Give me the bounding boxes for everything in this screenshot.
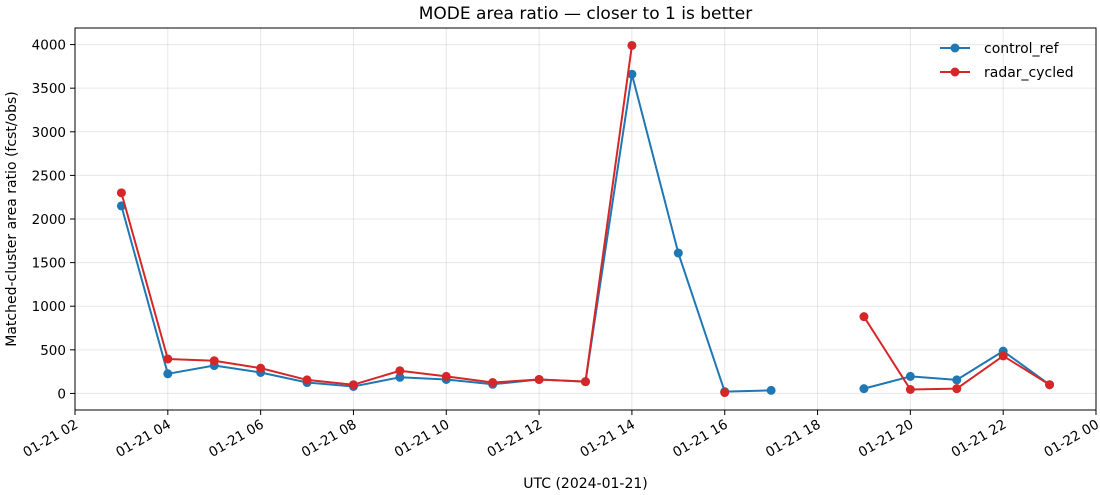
chart-title: MODE area ratio — closer to 1 is better <box>419 4 752 24</box>
y-tick-label: 3500 <box>32 81 66 97</box>
data-point-radar-cycled <box>116 188 126 198</box>
y-tick-label: 1500 <box>32 256 66 272</box>
x-tick-label: 01-21 08 <box>299 417 360 461</box>
data-point-radar-cycled <box>952 384 962 394</box>
data-point-control-ref <box>395 372 405 382</box>
legend-marker-radar-cycled <box>950 67 960 77</box>
legend-label-control-ref: control_ref <box>984 41 1060 57</box>
data-point-control-ref <box>163 369 173 379</box>
data-point-control-ref <box>627 69 637 79</box>
x-tick-label: 01-21 20 <box>856 417 917 461</box>
x-tick-label: 01-21 16 <box>670 417 731 461</box>
series-layer <box>116 40 1055 398</box>
x-tick-label: 01-21 10 <box>392 417 453 461</box>
data-point-control-ref <box>905 371 915 381</box>
data-point-radar-cycled <box>441 371 451 381</box>
legend: control_ref radar_cycled <box>940 41 1074 81</box>
y-axis-label: Matched-cluster area ratio (fcst/obs) <box>4 91 20 347</box>
data-point-control-ref <box>859 384 869 394</box>
data-point-control-ref <box>673 248 683 258</box>
x-tick-label: 01-21 22 <box>949 417 1010 461</box>
x-tick-label: 01-21 14 <box>577 417 638 461</box>
data-point-radar-cycled <box>905 385 915 395</box>
data-point-radar-cycled <box>1045 380 1055 390</box>
legend-label-radar-cycled: radar_cycled <box>984 65 1074 81</box>
y-tick-label: 1000 <box>32 299 66 315</box>
y-axis-ticks: 0 500 1000 1500 2000 2500 3000 3500 4000 <box>32 38 75 402</box>
data-point-radar-cycled <box>395 366 405 376</box>
data-point-control-ref <box>952 375 962 385</box>
data-point-radar-cycled <box>348 380 358 390</box>
x-tick-label: 01-21 12 <box>485 417 546 461</box>
x-tick-label: 01-21 06 <box>206 417 267 461</box>
y-tick-label: 2000 <box>32 212 66 228</box>
x-tick-label: 01-21 04 <box>113 417 174 461</box>
y-tick-label: 4000 <box>32 38 66 54</box>
data-point-radar-cycled <box>720 388 730 398</box>
data-point-radar-cycled <box>256 363 266 373</box>
y-tick-label: 500 <box>40 343 66 359</box>
x-tick-label: 01-21 18 <box>763 417 824 461</box>
y-tick-label: 3000 <box>32 125 66 141</box>
legend-marker-control-ref <box>950 43 960 53</box>
x-axis-ticks: 01-21 02 01-21 04 01-21 06 01-21 08 01-21 10… <box>20 410 1100 461</box>
data-point-radar-cycled <box>163 354 173 364</box>
x-axis-label: UTC (2024-01-21) <box>523 476 648 492</box>
data-point-radar-cycled <box>998 351 1008 361</box>
x-tick-label: 01-21 02 <box>20 417 81 461</box>
data-point-radar-cycled <box>488 378 498 388</box>
data-point-radar-cycled <box>209 356 219 366</box>
y-tick-label: 2500 <box>32 168 66 184</box>
y-tick-label: 0 <box>57 386 66 402</box>
data-point-radar-cycled <box>581 377 590 387</box>
data-point-radar-cycled <box>302 375 312 385</box>
data-point-radar-cycled <box>859 312 869 322</box>
grid-lines <box>74 28 1097 410</box>
x-tick-label: 01-22 00 <box>1041 417 1100 461</box>
data-point-radar-cycled <box>534 374 544 384</box>
data-point-control-ref <box>766 385 776 395</box>
series-line-radar-cycled <box>120 45 633 386</box>
data-point-radar-cycled <box>627 40 637 50</box>
